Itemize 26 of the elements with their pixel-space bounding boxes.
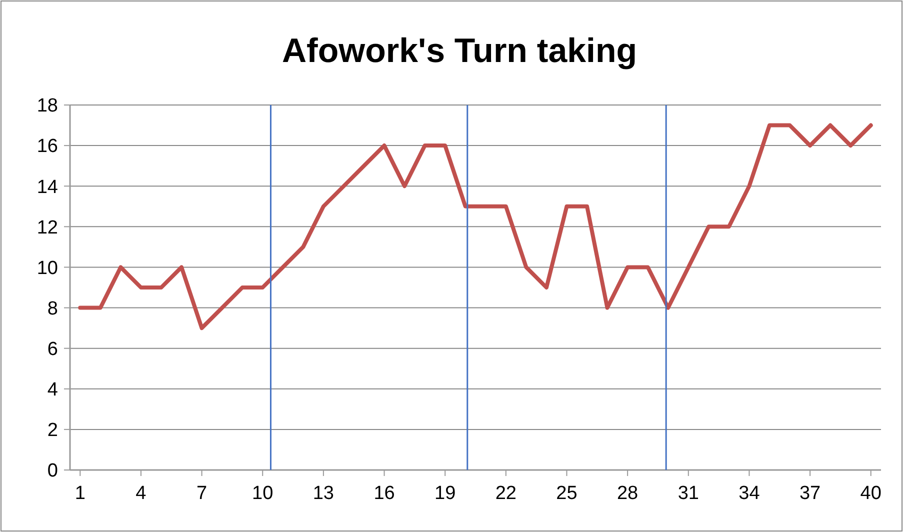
x-tick-label: 10: [252, 483, 274, 504]
y-tick-label: 0: [47, 460, 58, 482]
x-tick-label: 37: [799, 483, 821, 504]
chart-title: Afowork's Turn taking: [282, 32, 638, 70]
y-tick-label: 12: [36, 217, 58, 238]
x-tick-label: 16: [374, 483, 395, 504]
x-tick-label: 4: [136, 483, 147, 504]
x-tick-label: 31: [678, 483, 699, 504]
x-tick-label: 13: [312, 483, 334, 504]
x-tick-label: 22: [495, 483, 516, 504]
y-tick-label: 16: [36, 136, 58, 158]
y-tick-label: 4: [47, 380, 58, 401]
x-tick-label: 28: [616, 483, 638, 504]
y-tick-label: 18: [36, 96, 58, 117]
x-tick-label: 1: [74, 483, 86, 504]
x-tick-label: 40: [860, 483, 882, 504]
y-tick-label: 6: [47, 338, 58, 360]
x-tick-label: 7: [196, 483, 208, 504]
x-tick-label: 25: [556, 483, 578, 504]
y-tick-label: 14: [36, 176, 58, 198]
y-tick-label: 8: [47, 298, 58, 320]
x-tick-label: 19: [434, 483, 456, 504]
y-tick-label: 2: [47, 420, 58, 442]
x-tick-label: 34: [738, 483, 760, 504]
y-tick-label: 10: [36, 258, 58, 279]
line-series: [78, 123, 873, 330]
